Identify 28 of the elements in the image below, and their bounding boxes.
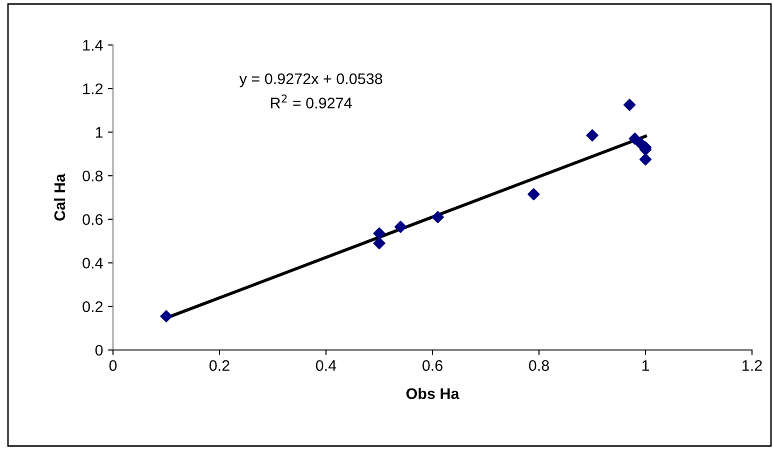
annotation: y = 0.9272x + 0.0538 xyxy=(239,73,382,88)
y-tick-label: 0.4 xyxy=(82,258,103,269)
x-tick-label: 0.6 xyxy=(422,360,442,371)
x-tick-label: 0.4 xyxy=(316,360,336,371)
point xyxy=(528,188,540,200)
point xyxy=(432,211,444,224)
x-tick-label: 0.8 xyxy=(528,360,549,371)
x-tick-label: 0 xyxy=(109,360,117,371)
point xyxy=(623,98,636,111)
y-tick-label: 1 xyxy=(96,127,103,138)
point xyxy=(373,237,386,250)
point xyxy=(394,220,407,233)
y-tick-label: 1.4 xyxy=(83,40,103,51)
y-tick-label: 0.2 xyxy=(82,301,103,312)
y-tick-label: 1.2 xyxy=(83,83,103,94)
point xyxy=(373,227,386,240)
x-tick-label: 0.2 xyxy=(209,360,230,371)
annotation: R$^{2}$ = 0.9274 xyxy=(271,94,352,108)
point xyxy=(160,310,172,322)
y-tick-label: 0 xyxy=(95,344,103,356)
y-tick-label: 0.6 xyxy=(82,214,103,225)
y-axis-title: Cal Ha xyxy=(54,174,66,221)
point xyxy=(586,129,598,142)
x-axis-title: Obs Ha xyxy=(406,388,460,400)
point xyxy=(639,153,652,166)
y-tick-label: 0.8 xyxy=(82,170,103,182)
x-tick-label: 1 xyxy=(642,360,650,371)
x-tick-label: 1.2 xyxy=(742,360,762,371)
